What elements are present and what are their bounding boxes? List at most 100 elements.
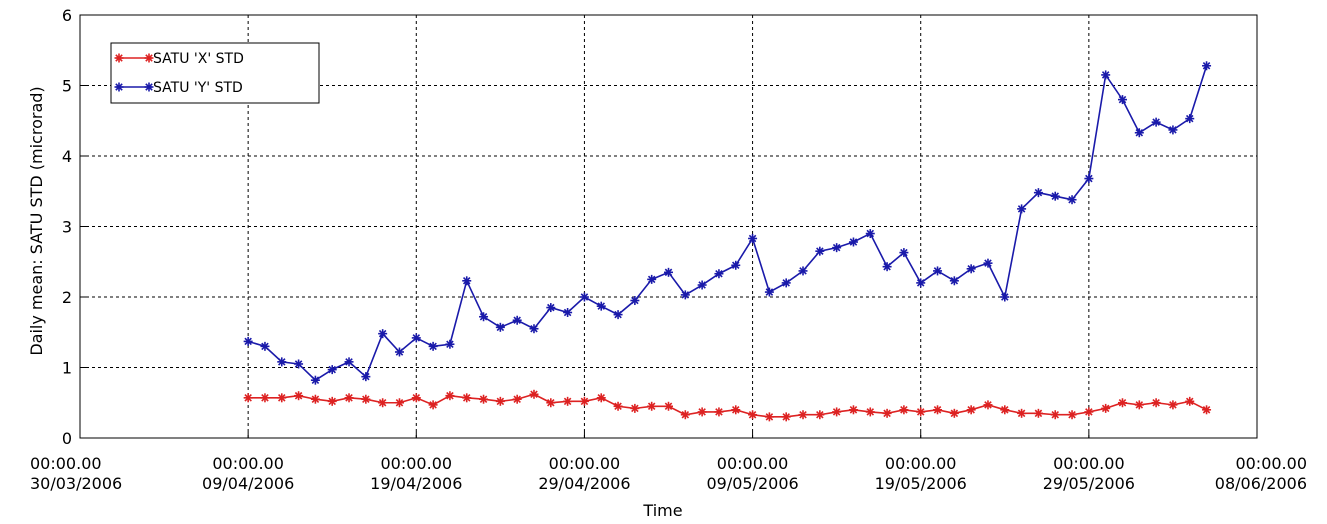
legend: SATU 'X' STD SATU 'Y' STD <box>110 42 320 104</box>
data-point <box>1033 188 1043 198</box>
data-point <box>344 357 354 367</box>
data-point <box>1017 204 1027 214</box>
data-point <box>327 365 337 375</box>
data-point <box>983 258 993 268</box>
data-point <box>378 398 388 408</box>
data-point <box>1168 125 1178 135</box>
data-point <box>428 341 438 351</box>
data-point <box>1151 398 1161 408</box>
data-point <box>1117 95 1127 105</box>
legend-label: SATU 'Y' STD <box>153 80 243 96</box>
data-point <box>933 266 943 276</box>
data-point <box>1134 128 1144 138</box>
data-point <box>394 347 404 357</box>
data-point <box>260 393 270 403</box>
data-point <box>1168 400 1178 410</box>
x-tick-date: 19/05/2006 <box>875 474 967 493</box>
x-axis-title: Time <box>642 501 682 520</box>
data-point <box>748 410 758 420</box>
data-point <box>1050 410 1060 420</box>
x-tick-date: 29/05/2006 <box>1043 474 1135 493</box>
data-point <box>243 393 253 403</box>
data-point <box>731 260 741 270</box>
data-point <box>1134 400 1144 410</box>
data-point <box>798 410 808 420</box>
data-point <box>411 333 421 343</box>
data-point <box>260 341 270 351</box>
data-point <box>529 389 539 399</box>
data-point <box>933 405 943 415</box>
data-point <box>327 396 337 406</box>
x-tick-date: 09/04/2006 <box>202 474 294 493</box>
data-point <box>882 262 892 272</box>
data-point <box>865 407 875 417</box>
series-line <box>248 393 1207 418</box>
x-tick-time: 00:00.00 <box>717 454 789 473</box>
data-point <box>916 407 926 417</box>
data-point <box>1000 292 1010 302</box>
data-point <box>294 359 304 369</box>
data-point <box>882 408 892 418</box>
data-point <box>1067 410 1077 420</box>
y-tick-label: 2 <box>62 288 72 307</box>
data-point <box>983 400 993 410</box>
y-tick-label: 3 <box>62 218 72 237</box>
legend-box <box>110 42 320 104</box>
data-point <box>731 405 741 415</box>
data-point <box>1084 174 1094 184</box>
y-tick-label: 4 <box>62 147 72 166</box>
data-point <box>495 322 505 332</box>
data-point <box>1202 405 1212 415</box>
data-point <box>781 412 791 422</box>
data-point <box>445 339 455 349</box>
grid-lines <box>80 15 1257 438</box>
legend-label: SATU 'X' STD <box>153 51 244 67</box>
data-point <box>832 243 842 253</box>
data-point <box>781 278 791 288</box>
data-point <box>899 405 909 415</box>
data-point <box>680 410 690 420</box>
series-layer <box>243 61 1212 422</box>
data-point <box>714 407 724 417</box>
y-tick-label: 1 <box>62 359 72 378</box>
series-1 <box>243 61 1212 385</box>
data-point <box>462 276 472 286</box>
data-point <box>613 401 623 411</box>
data-point <box>361 372 371 382</box>
data-point <box>664 401 673 411</box>
data-point <box>1067 195 1077 205</box>
data-point <box>1202 61 1212 71</box>
data-point <box>647 274 657 284</box>
x-tick-date: 08/06/2006 <box>1215 474 1307 493</box>
data-point <box>310 375 320 385</box>
data-point <box>916 278 926 288</box>
data-point <box>1151 117 1161 127</box>
y-tick-label: 5 <box>62 77 72 96</box>
data-point <box>966 405 976 415</box>
data-point <box>949 408 959 418</box>
data-point <box>378 329 388 339</box>
data-point <box>479 312 489 322</box>
data-point <box>243 336 253 346</box>
x-tick-time: 00:00.00 <box>30 454 102 473</box>
data-point <box>277 393 287 403</box>
data-point <box>563 396 573 406</box>
data-point <box>1185 114 1195 124</box>
data-point <box>630 296 640 306</box>
data-point <box>546 303 556 313</box>
data-point <box>697 280 707 290</box>
data-point <box>394 398 404 408</box>
data-point <box>832 407 842 417</box>
data-point <box>865 229 875 239</box>
data-point <box>479 394 489 404</box>
y-tick-label: 6 <box>62 6 72 25</box>
data-point <box>848 405 858 415</box>
data-point <box>411 393 421 403</box>
data-point <box>647 401 657 411</box>
x-tick-time: 00:00.00 <box>1235 454 1307 473</box>
data-point <box>1101 403 1111 413</box>
data-point <box>613 310 623 320</box>
data-point <box>664 267 673 277</box>
series-0 <box>243 389 1212 422</box>
